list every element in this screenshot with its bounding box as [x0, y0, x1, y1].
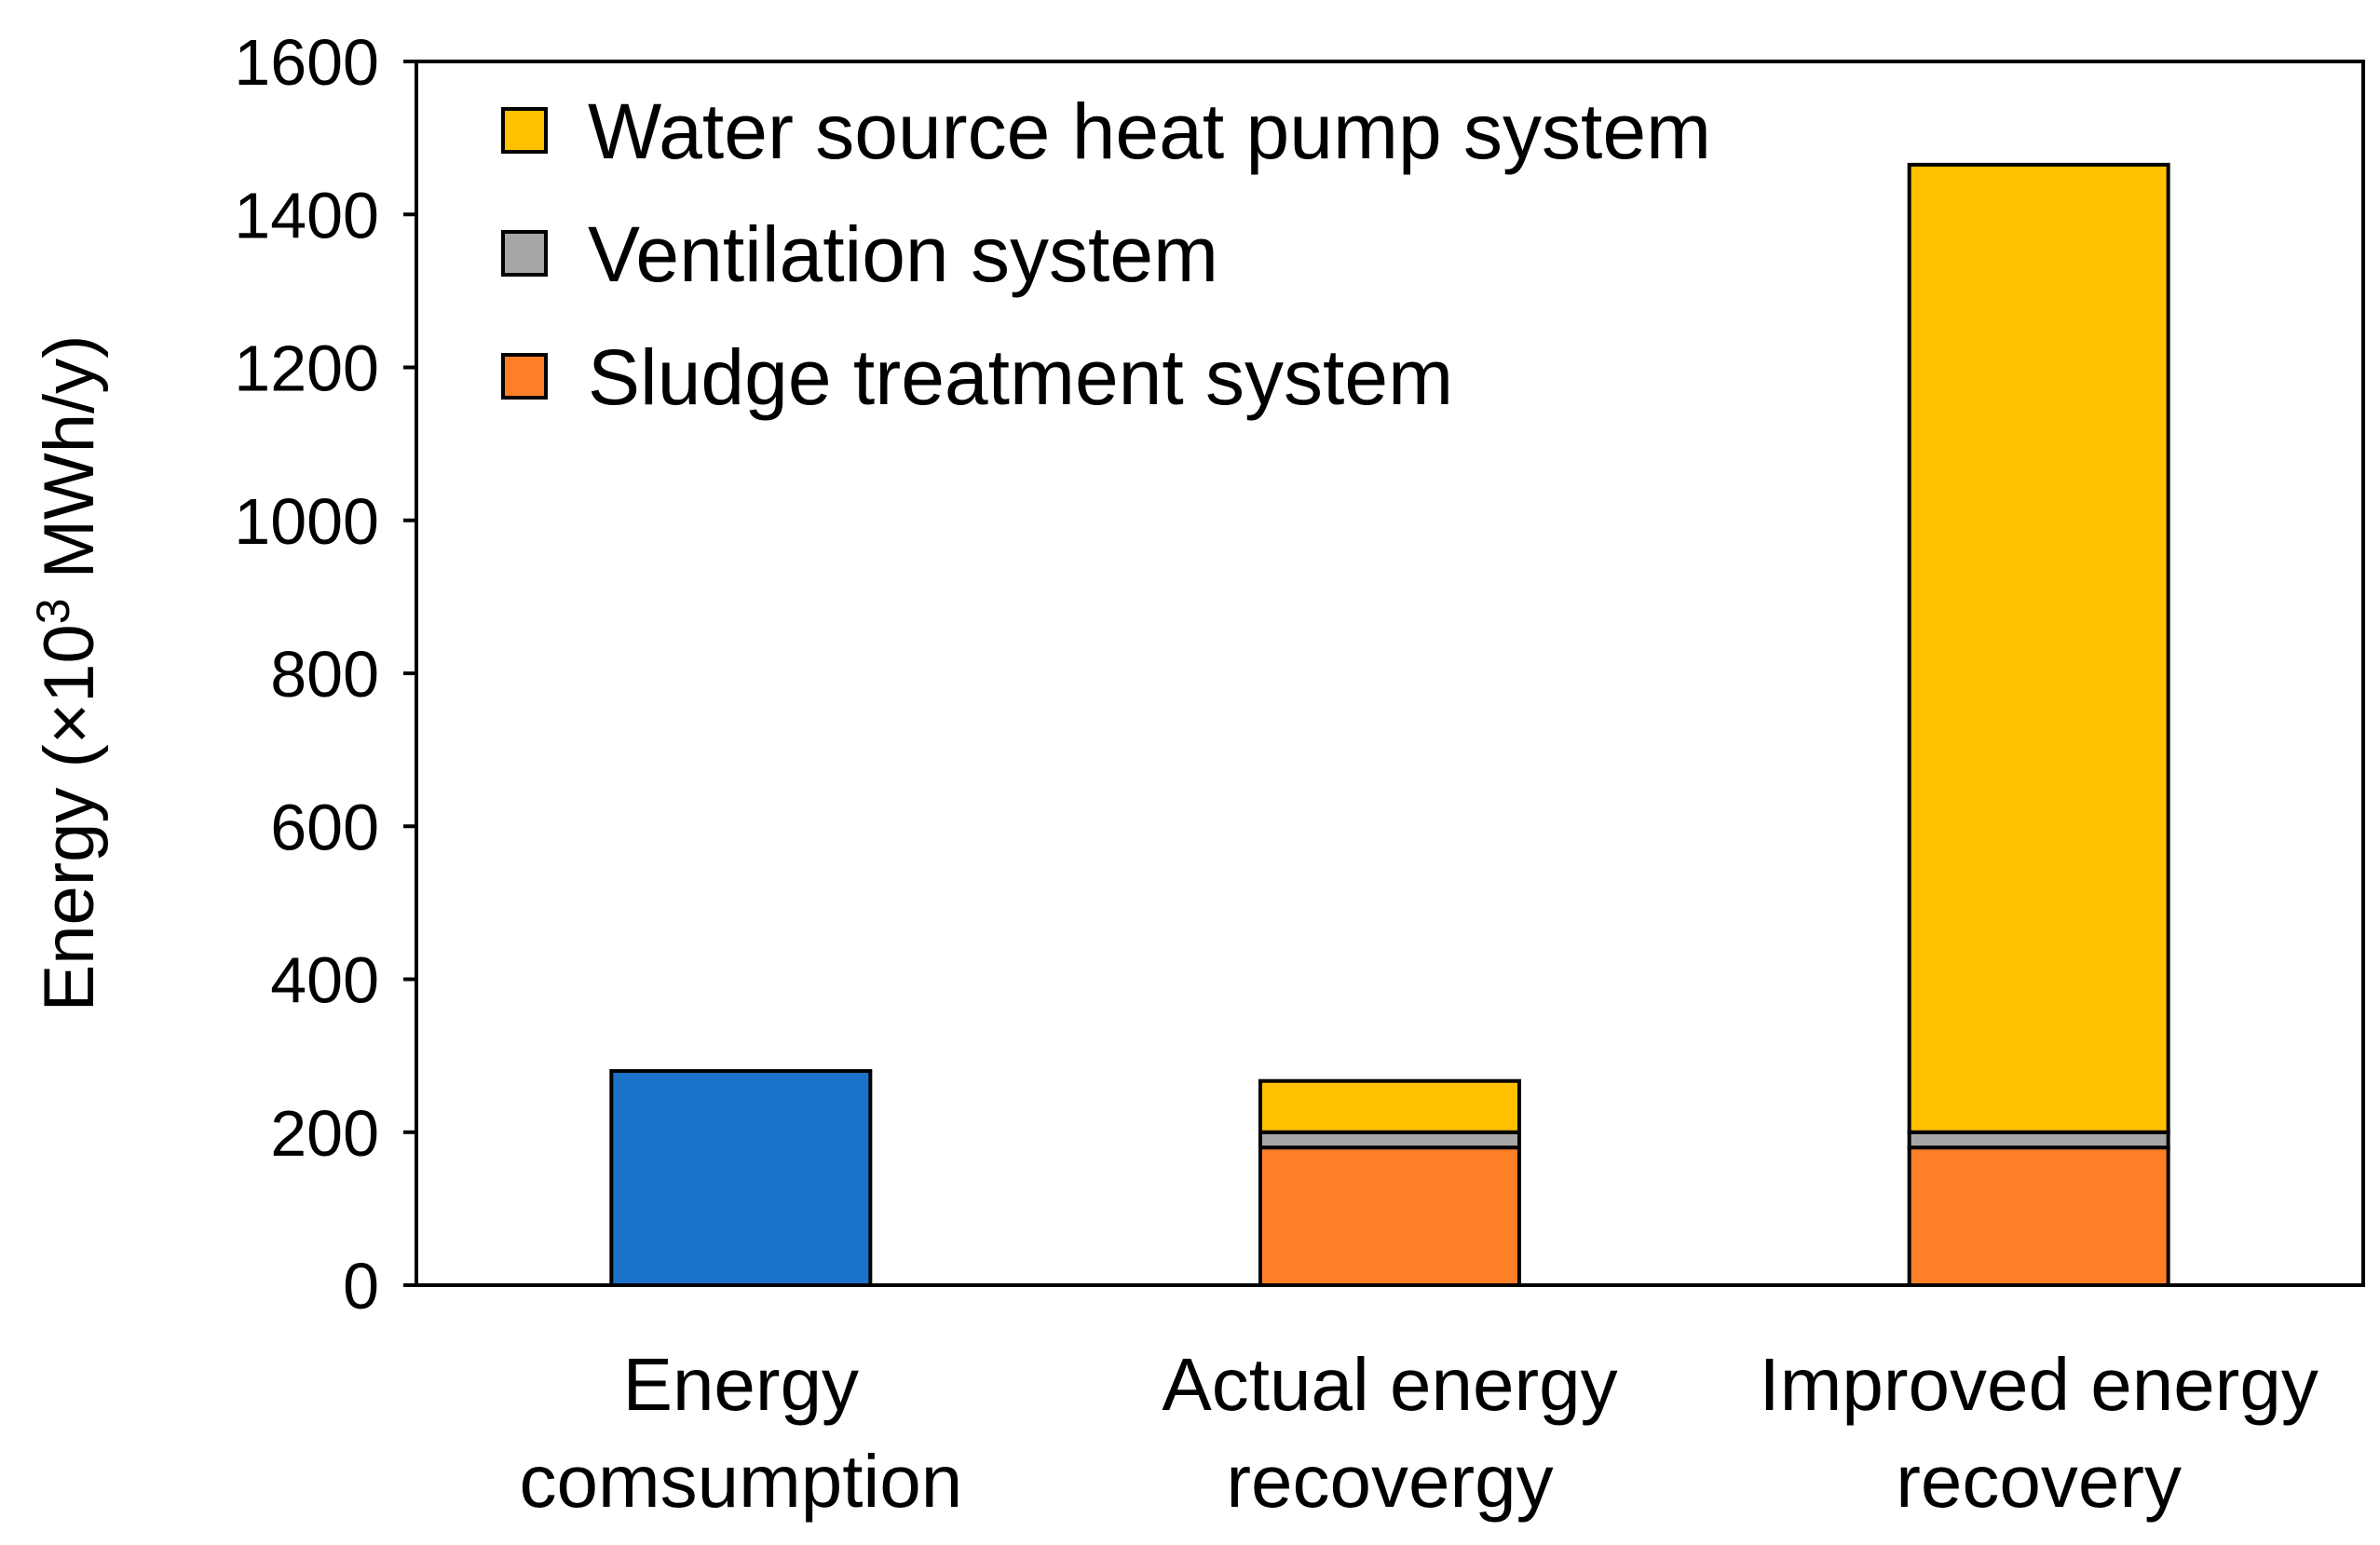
- y-axis-title-prefix: Energy (×10: [30, 624, 109, 1011]
- y-tick-label: 1600: [234, 26, 379, 99]
- y-tick-label: 1000: [234, 485, 379, 558]
- x-category-label-line: Energy: [623, 1343, 859, 1426]
- y-tick-label: 600: [270, 791, 379, 863]
- y-tick-label: 800: [270, 638, 379, 711]
- bar-segment: [609, 1069, 873, 1288]
- y-tick-label: 400: [270, 944, 379, 1017]
- x-category-label-line: recovery: [1896, 1440, 2182, 1523]
- x-category-label: Improved energy recovery: [1760, 1343, 2319, 1523]
- y-tick-label: 1200: [234, 332, 379, 405]
- bar-segment: [1907, 1130, 2170, 1150]
- bar-segment: [1258, 1145, 1521, 1288]
- legend-swatch: [501, 230, 548, 277]
- bar-segment: [1258, 1130, 1521, 1150]
- legend-swatch: [501, 107, 548, 154]
- x-category-label: Energy comsumption: [519, 1343, 962, 1523]
- y-tick-label: 1400: [234, 179, 379, 251]
- x-category-label-line: Actual energy: [1162, 1343, 1617, 1426]
- x-category-label-line: Improved energy: [1760, 1343, 2319, 1426]
- bar-layer: [609, 162, 2170, 1288]
- bar-segment: [1258, 1078, 1521, 1134]
- y-axis-title-suffix: MWh/y): [30, 335, 109, 599]
- legend-label: Sludge treatment system: [588, 333, 1453, 421]
- legend-label: Water source heat pump system: [588, 88, 1711, 175]
- y-axis-title: Energy (×103 MWh/y): [27, 335, 109, 1012]
- x-axis-category-labels: Energy comsumption Actual energy recovergy I…: [519, 1343, 2318, 1523]
- x-category-label-line: recovergy: [1226, 1440, 1553, 1523]
- x-category-label-line: comsumption: [519, 1440, 962, 1523]
- legend-label: Ventilation system: [588, 210, 1218, 298]
- x-category-label: Actual energy recovergy: [1162, 1343, 1617, 1523]
- y-axis-ticks: 0 200 400 600 800 1000 1200 1400 1600: [234, 26, 416, 1322]
- y-tick-label: 0: [343, 1250, 379, 1322]
- y-axis-title-superscript: 3: [27, 598, 79, 624]
- bar-segment: [1907, 1145, 2170, 1288]
- bar-segment: [1907, 162, 2170, 1134]
- y-tick-label: 200: [270, 1097, 379, 1170]
- legend-swatch: [501, 353, 548, 400]
- legend: Water source heat pump system Ventilation…: [501, 88, 1711, 421]
